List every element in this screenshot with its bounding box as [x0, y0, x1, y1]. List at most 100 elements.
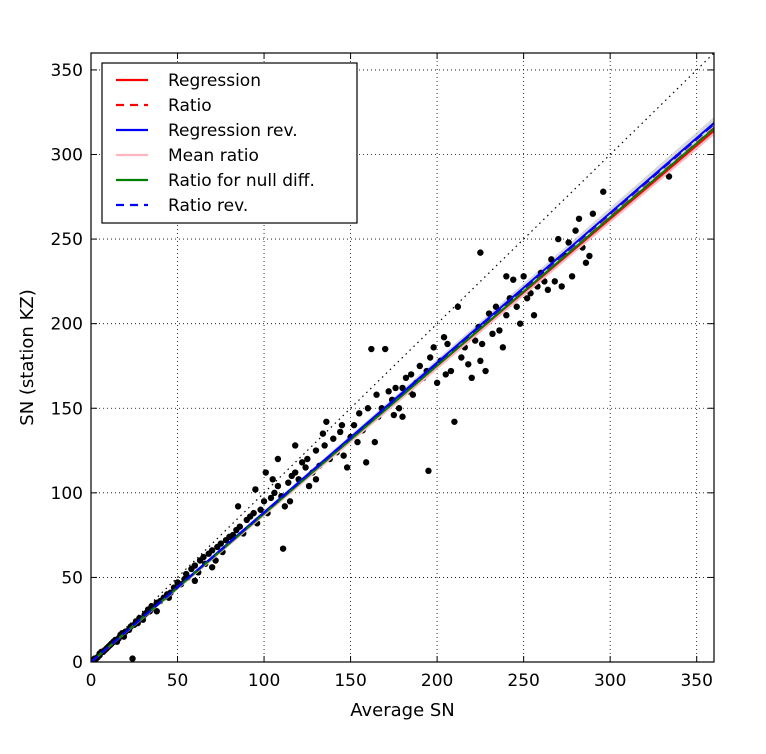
x-tick-label: 100: [248, 671, 280, 691]
scatter-point: [477, 249, 484, 256]
legend-box: [101, 62, 358, 224]
scatter-point: [544, 286, 552, 294]
scatter-point: [425, 467, 432, 475]
x-tick-label: 250: [507, 671, 539, 691]
scatter-point: [340, 452, 347, 459]
scatter-point: [582, 259, 590, 266]
scatter-point: [330, 435, 337, 442]
scatter-point: [200, 553, 207, 561]
x-tick-label: 200: [421, 671, 453, 691]
scatter-point: [551, 278, 558, 285]
scatter-point: [304, 455, 311, 463]
scatter-point: [589, 210, 597, 217]
scatter-point: [302, 464, 309, 471]
y-tick-label: 0: [72, 653, 83, 673]
y-tick-label: 350: [51, 61, 83, 81]
scatter-point: [274, 455, 282, 463]
scatter-point: [555, 235, 562, 243]
scatter-point: [260, 498, 268, 505]
scatter-point: [454, 303, 462, 310]
scatter-point: [373, 391, 380, 398]
scatter-point: [458, 354, 465, 361]
plot-frame: [90, 52, 715, 663]
scatter-point: [430, 344, 437, 351]
scatter-point: [548, 256, 555, 263]
scatter-point: [503, 273, 510, 280]
scatter-point: [499, 344, 507, 351]
scatter-point: [399, 384, 406, 392]
scatter-point: [312, 447, 320, 454]
legend: Regression Ratio Regression rev. Mean ratio…: [101, 62, 358, 224]
scatter-point: [402, 374, 410, 381]
scatter-point: [350, 421, 358, 429]
scatter-point: [274, 482, 282, 490]
scatter-point: [381, 345, 389, 353]
scatter-point: [292, 442, 299, 449]
scatter-point: [392, 384, 399, 392]
scatter-point: [286, 498, 294, 505]
scatter-point: [520, 273, 527, 280]
scatter-point: [482, 367, 489, 375]
scatter-point: [665, 173, 673, 180]
x-tick-label: 50: [167, 671, 189, 691]
y-tick-label: 300: [51, 146, 83, 166]
scatter-point: [281, 503, 289, 510]
legend-label: Regression: [168, 71, 261, 91]
identity-line: [91, 53, 714, 662]
scatter-point: [395, 405, 403, 412]
y-tick-label: 100: [51, 484, 83, 504]
legend-label: Ratio for null diff.: [168, 171, 315, 191]
scatter-point: [321, 442, 328, 449]
scatter-point: [208, 564, 216, 571]
scatter-point: [305, 482, 313, 490]
scatter-point: [478, 340, 486, 348]
fit-lines: [91, 122, 714, 662]
fit-line-ratio-for-null-diff: [91, 127, 714, 662]
scatter-point: [433, 379, 441, 387]
scatter-point: [368, 345, 375, 353]
scatter-point: [444, 340, 451, 348]
scatter-point: [530, 312, 538, 319]
legend-label: Regression rev.: [168, 121, 298, 141]
scatter-point: [271, 489, 278, 497]
scatter-point: [312, 476, 320, 483]
scatter-point: [440, 334, 448, 341]
scatter-point: [323, 418, 330, 425]
x-tick-label: 150: [334, 671, 366, 691]
legend-label: Ratio rev.: [168, 196, 248, 216]
y-tick-label: 50: [61, 568, 83, 588]
scatter-point: [471, 337, 479, 344]
scatter-point: [285, 479, 292, 486]
scatter-point: [600, 188, 607, 195]
x-tick-label: 300: [594, 671, 626, 691]
scatter-point: [279, 545, 287, 552]
x-tick-label: 350: [680, 671, 712, 691]
scatter-point: [568, 273, 576, 280]
scatter-point: [250, 509, 257, 517]
scatter-point: [371, 438, 379, 446]
scatter-point: [338, 421, 346, 429]
scatter-point: [390, 411, 398, 419]
scatter-point: [510, 276, 517, 283]
scatter-point: [416, 362, 424, 370]
scatter-point: [262, 469, 269, 476]
scatter-point: [319, 430, 327, 437]
scatter-point: [217, 540, 224, 547]
scatter-point: [465, 361, 472, 368]
fit-line-ratio-rev: [91, 123, 714, 662]
scatter-point: [236, 523, 244, 530]
scatter-point: [586, 252, 593, 260]
x-tick-label: 0: [86, 671, 97, 691]
scatter-point: [516, 320, 524, 327]
x-axis-label: Average SN: [350, 700, 455, 721]
grid: [91, 53, 714, 662]
scatter-point: [565, 239, 572, 246]
scatter-point: [496, 327, 503, 334]
scatter-point: [234, 503, 242, 510]
scatter-point: [513, 303, 520, 310]
scatter-point: [572, 227, 579, 234]
scatter-point: [191, 577, 199, 584]
identity-line-path: [91, 53, 714, 662]
scatter-point: [337, 428, 344, 436]
